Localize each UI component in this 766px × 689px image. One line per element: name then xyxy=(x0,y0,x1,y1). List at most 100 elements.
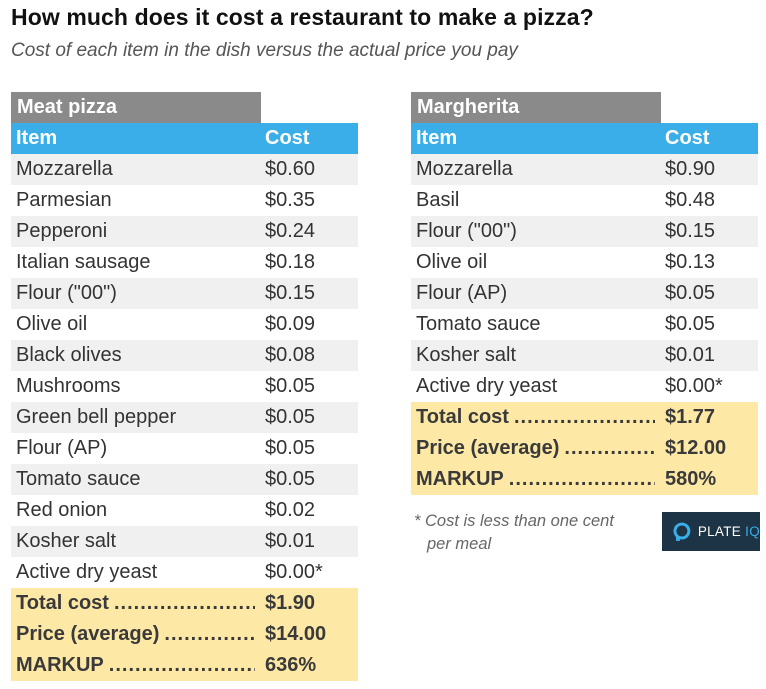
ingredient-name: Green bell pepper xyxy=(16,406,177,428)
summary-row: Total cost..............................… xyxy=(11,588,358,619)
ingredient-cost: $0.90 xyxy=(665,158,716,180)
ingredient-name: Flour ("00") xyxy=(16,282,117,304)
dot-leader: ........................................… xyxy=(564,437,655,459)
item-column-header: Item xyxy=(416,127,458,149)
ingredient-row: Italian sausage $0.18 xyxy=(11,247,358,278)
summary-label: Price (average) xyxy=(16,623,160,645)
ingredient-cost: $0.35 xyxy=(265,189,316,211)
ingredient-row: Mushrooms $0.05 xyxy=(11,371,358,402)
ingredient-row: Mozzarella $0.60 xyxy=(11,154,358,185)
ingredient-name: Pepperoni xyxy=(16,220,108,242)
ingredient-row: Active dry yeast $0.00* xyxy=(411,371,758,402)
footnote-line-1: * Cost is less than one cent xyxy=(414,512,614,530)
summary-row: MARKUP..................................… xyxy=(411,464,758,495)
ingredient-cost: $0.18 xyxy=(265,251,316,273)
ingredient-row: Red onion $0.02 xyxy=(11,495,358,526)
ingredient-name: Kosher salt xyxy=(416,344,517,366)
table-name: Meat pizza xyxy=(11,92,261,123)
ingredient-row: Active dry yeast $0.00* xyxy=(11,557,358,588)
summary-rows: Total cost..............................… xyxy=(411,402,758,495)
ingredient-row: Flour ("00") $0.15 xyxy=(11,278,358,309)
summary-value: $12.00 xyxy=(665,437,727,459)
ingredient-row: Green bell pepper $0.05 xyxy=(11,402,358,433)
summary-label: Total cost xyxy=(416,406,509,428)
margherita-table: Margherita Item Cost Mozzarella $0.90 Basi… xyxy=(411,92,758,495)
ingredient-cost: $0.00* xyxy=(665,375,723,397)
cost-column-header: Cost xyxy=(665,127,710,149)
ingredient-row: Flour (AP) $0.05 xyxy=(11,433,358,464)
summary-value: $1.90 xyxy=(265,592,316,614)
ingredient-name: Black olives xyxy=(16,344,122,366)
ingredient-row: Kosher salt $0.01 xyxy=(411,340,758,371)
dot-leader: ........................................… xyxy=(164,623,255,645)
dot-leader: ........................................… xyxy=(508,468,655,490)
summary-row: Price (average).........................… xyxy=(411,433,758,464)
ingredient-row: Black olives $0.08 xyxy=(11,340,358,371)
table-header-row: Item Cost xyxy=(411,123,758,154)
dot-leader: ........................................… xyxy=(513,406,655,428)
summary-row: MARKUP..................................… xyxy=(11,650,358,681)
summary-label: Total cost xyxy=(16,592,109,614)
ingredient-row: Mozzarella $0.90 xyxy=(411,154,758,185)
ingredient-name: Olive oil xyxy=(416,251,488,273)
summary-value: 580% xyxy=(665,468,717,490)
ingredient-cost: $0.24 xyxy=(265,220,316,242)
ingredient-row: Tomato sauce $0.05 xyxy=(411,309,758,340)
page-title: How much does it cost a restaurant to ma… xyxy=(11,4,594,30)
item-column-header: Item xyxy=(16,127,58,149)
ingredient-cost: $0.05 xyxy=(665,282,716,304)
ingredient-rows: Mozzarella $0.90 Basil $0.48 Flour ("00") $0.… xyxy=(411,154,758,402)
ingredient-row: Parmesian $0.35 xyxy=(11,185,358,216)
ingredient-row: Flour (AP) $0.05 xyxy=(411,278,758,309)
ingredient-row: Pepperoni $0.24 xyxy=(11,216,358,247)
ingredient-name: Mozzarella xyxy=(416,158,513,180)
ingredient-name: Active dry yeast xyxy=(16,561,158,583)
table-header-row: Item Cost xyxy=(11,123,358,154)
plate-iq-logo: PLATE IQ xyxy=(662,512,760,551)
page-subtitle: Cost of each item in the dish versus the… xyxy=(11,40,518,61)
ingredient-row: Kosher salt $0.01 xyxy=(11,526,358,557)
summary-label: Price (average) xyxy=(416,437,560,459)
meat-pizza-table: Meat pizza Item Cost Mozzarella $0.60 Parm… xyxy=(11,92,358,681)
ingredient-cost: $0.00* xyxy=(265,561,323,583)
ingredient-cost: $0.05 xyxy=(265,406,316,428)
summary-row: Total cost..............................… xyxy=(411,402,758,433)
ingredient-cost: $0.05 xyxy=(665,313,716,335)
ingredient-row: Basil $0.48 xyxy=(411,185,758,216)
ingredient-name: Flour (AP) xyxy=(416,282,508,304)
footnote-line-2: per meal xyxy=(427,535,492,553)
ingredient-cost: $0.15 xyxy=(265,282,316,304)
ingredient-cost: $0.13 xyxy=(665,251,716,273)
ingredient-rows: Mozzarella $0.60 Parmesian $0.35 Pepperoni $0… xyxy=(11,154,358,588)
summary-rows: Total cost..............................… xyxy=(11,588,358,681)
ingredient-name: Flour ("00") xyxy=(416,220,517,242)
ingredient-cost: $0.15 xyxy=(665,220,716,242)
ingredient-row: Flour ("00") $0.15 xyxy=(411,216,758,247)
summary-value: $14.00 xyxy=(265,623,327,645)
summary-value: 636% xyxy=(265,654,317,676)
table-name: Margherita xyxy=(411,92,661,123)
ingredient-name: Mushrooms xyxy=(16,375,121,397)
ingredient-name: Parmesian xyxy=(16,189,112,211)
ingredient-name: Italian sausage xyxy=(16,251,151,273)
ingredient-name: Red onion xyxy=(16,499,108,521)
ingredient-name: Tomato sauce xyxy=(416,313,541,335)
logo-wordmark: PLATE IQ xyxy=(697,524,760,539)
ingredient-name: Kosher salt xyxy=(16,530,117,552)
ingredient-name: Basil xyxy=(416,189,460,211)
dot-leader: ........................................… xyxy=(113,592,255,614)
ingredient-cost: $0.60 xyxy=(265,158,316,180)
ingredient-name: Mozzarella xyxy=(16,158,113,180)
summary-label: MARKUP xyxy=(416,468,504,490)
summary-label: MARKUP xyxy=(16,654,104,676)
ingredient-cost: $0.08 xyxy=(265,344,316,366)
plate-iq-icon xyxy=(673,522,691,541)
ingredient-cost: $0.02 xyxy=(265,499,316,521)
footnote: * Cost is less than one cent per meal xyxy=(414,510,644,556)
ingredient-cost: $0.01 xyxy=(665,344,716,366)
ingredient-cost: $0.01 xyxy=(265,530,316,552)
ingredient-cost: $0.09 xyxy=(265,313,316,335)
ingredient-cost: $0.05 xyxy=(265,468,316,490)
ingredient-name: Olive oil xyxy=(16,313,88,335)
summary-value: $1.77 xyxy=(665,406,716,428)
